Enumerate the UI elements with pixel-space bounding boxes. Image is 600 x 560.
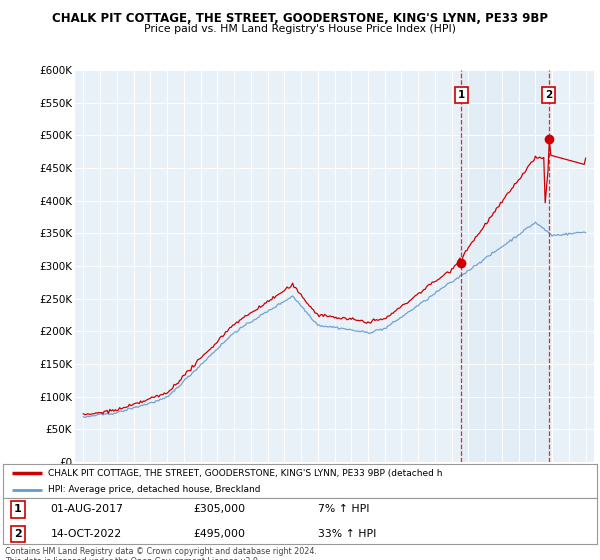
Text: HPI: Average price, detached house, Breckland: HPI: Average price, detached house, Brec… [47,485,260,494]
Text: 01-AUG-2017: 01-AUG-2017 [50,505,124,515]
Text: 1: 1 [458,90,465,100]
Text: £495,000: £495,000 [193,529,245,539]
Text: 33% ↑ HPI: 33% ↑ HPI [318,529,376,539]
Text: 14-OCT-2022: 14-OCT-2022 [50,529,122,539]
Text: 7% ↑ HPI: 7% ↑ HPI [318,505,370,515]
Bar [461,70,548,462]
Text: 1: 1 [14,505,22,515]
Text: 2: 2 [14,529,22,539]
Text: CHALK PIT COTTAGE, THE STREET, GOODERSTONE, KING'S LYNN, PE33 9BP: CHALK PIT COTTAGE, THE STREET, GOODERSTO… [52,12,548,25]
Text: Price paid vs. HM Land Registry's House Price Index (HPI): Price paid vs. HM Land Registry's House … [144,24,456,34]
Text: 2: 2 [545,90,552,100]
Text: Contains HM Land Registry data © Crown copyright and database right 2024.
This d: Contains HM Land Registry data © Crown c… [5,547,317,560]
Text: £305,000: £305,000 [193,505,245,515]
Text: CHALK PIT COTTAGE, THE STREET, GOODERSTONE, KING'S LYNN, PE33 9BP (detached h: CHALK PIT COTTAGE, THE STREET, GOODERSTO… [47,469,442,478]
